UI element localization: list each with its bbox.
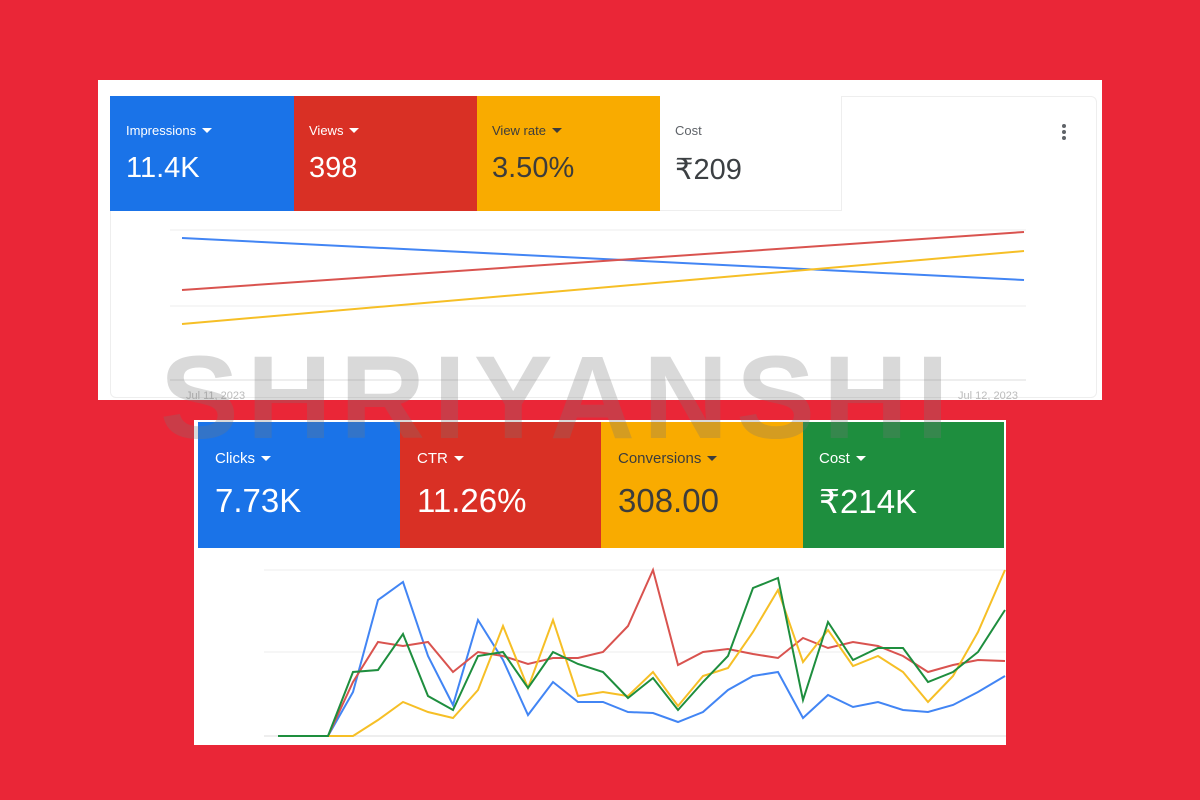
metric-value: 11.4K (126, 152, 200, 184)
metric-label: Views (309, 123, 344, 138)
chart-bottom (264, 566, 1006, 737)
metric-value: ₹209 (675, 154, 742, 186)
metric-tile[interactable]: Conversions 308.00 (601, 422, 803, 548)
metric-tile[interactable]: Cost ₹209 (660, 96, 842, 211)
date-label: Jul 11, 2023 (186, 390, 246, 400)
dropdown-caret (551, 128, 562, 133)
dropdown-caret (453, 456, 464, 461)
trend-line (181, 231, 1025, 291)
metric-value: ₹214K (819, 483, 918, 520)
metric-value: 3.50% (492, 152, 575, 184)
metric-tile[interactable]: Clicks 7.73K (198, 422, 400, 548)
metric-tile[interactable]: Views 398 (294, 96, 477, 211)
metric-label: Clicks (215, 450, 255, 467)
metric-tile[interactable]: Impressions 11.4K (110, 96, 294, 211)
dropdown-caret (349, 128, 360, 133)
dropdown-caret (202, 128, 213, 133)
metric-value: 308.00 (618, 482, 719, 519)
date-label: Jul 12, 2023 (958, 390, 1018, 400)
metric-label: CTR (417, 450, 448, 467)
dropdown-caret (855, 456, 866, 461)
panel-bottom: Clicks 7.73K CTR 11.26% Conversions 308.… (194, 420, 1006, 745)
metric-value: 7.73K (215, 482, 302, 519)
metric-label: Conversions (618, 450, 702, 467)
panel-top: Impressions 11.4K Views 398 View rate 3.… (98, 80, 1102, 400)
chart-top (170, 124, 1066, 381)
dropdown-caret (707, 456, 718, 461)
metric-label: Impressions (126, 123, 197, 138)
dropdown-caret (261, 456, 271, 461)
metric-value: 398 (309, 152, 358, 184)
metric-value: 11.26% (417, 482, 527, 519)
series-line (278, 566, 1006, 737)
more-menu[interactable] (1062, 124, 1066, 140)
metric-label: Cost (819, 450, 850, 467)
metric-tile[interactable]: Cost ₹214K (803, 422, 1004, 548)
metric-tile[interactable]: CTR 11.26% (400, 422, 601, 548)
trend-line (181, 250, 1025, 325)
series-line (278, 580, 1006, 737)
metric-label: Cost (675, 123, 702, 138)
metric-label: View rate (492, 123, 546, 138)
metric-tile[interactable]: View rate 3.50% (477, 96, 660, 211)
series-line (278, 576, 1006, 737)
series-line (278, 569, 1006, 737)
trend-line (181, 237, 1025, 281)
